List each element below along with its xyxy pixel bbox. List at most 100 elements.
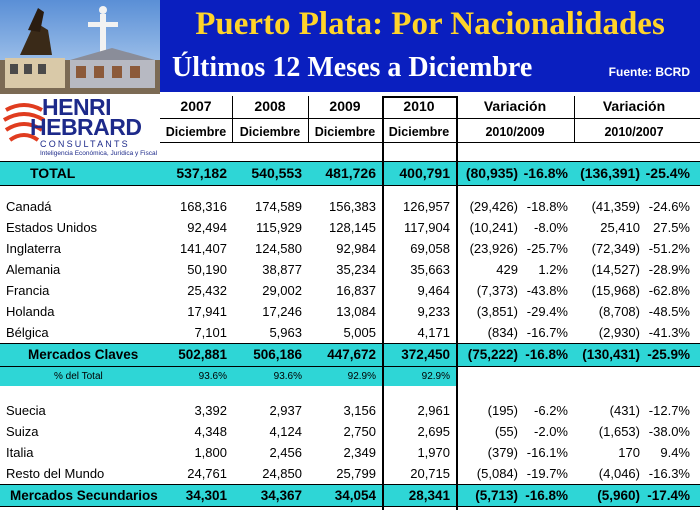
col-header-2008: 2008	[254, 98, 286, 114]
cell-value: 156,383	[329, 199, 376, 214]
row-label: Estados Unidos	[6, 220, 98, 235]
puerto-plata-photo	[0, 0, 160, 94]
cell-value: 4,348	[194, 424, 227, 439]
cell-value: 400,791	[399, 165, 450, 181]
cell-value: -16.8%	[525, 347, 568, 362]
row-label: Holanda	[6, 304, 55, 319]
cell-value: (4,046)	[598, 466, 640, 481]
pct-total-band	[0, 366, 456, 386]
col-header-var2: Variación	[602, 98, 666, 114]
cell-value: 540,553	[251, 165, 302, 181]
cell-value: (55)	[494, 424, 518, 439]
cell-value: (5,084)	[476, 466, 518, 481]
cell-value: 9.4%	[660, 445, 690, 460]
cell-value: 170	[618, 445, 640, 460]
col-header-var1: Variación	[483, 98, 547, 114]
cell-value: 4,171	[417, 325, 450, 340]
cell-value: -28.9%	[648, 262, 690, 277]
cell-value: (80,935)	[465, 165, 518, 181]
cell-value: 117,904	[403, 220, 450, 235]
cell-value: 2,750	[343, 424, 376, 439]
cell-value: -12.7%	[648, 403, 690, 418]
table-row: Canadá 168,316 174,589 156,383 126,957 (29,42…	[0, 196, 700, 217]
cell-value: 28,341	[408, 488, 450, 503]
cell-value: 93.6%	[273, 371, 302, 382]
cell-value: (379)	[487, 445, 518, 460]
cell-value: -16.1%	[526, 445, 568, 460]
table-row: Inglaterra 141,407 124,580 92,984 69,058 (23,…	[0, 238, 700, 259]
henri-hebrard-logo: HENRI HEBRARD CONSULTANTS Inteligencia E…	[0, 94, 160, 160]
cell-value: 69,058	[410, 241, 450, 256]
cell-value: -16.8%	[525, 488, 568, 503]
cell-value: 4,124	[269, 424, 302, 439]
cell-value: (29,426)	[469, 199, 518, 214]
cell-value: -38.0%	[648, 424, 690, 439]
cell-value: (72,349)	[591, 241, 640, 256]
cell-value: 25,432	[187, 283, 227, 298]
table-row: Mercados Secundarios 34,301 34,367 34,054 28…	[0, 485, 700, 506]
row-label: Canadá	[6, 199, 52, 214]
cell-value: (3,851)	[476, 304, 518, 319]
cell-value: 25,799	[336, 466, 376, 481]
row-label: Suecia	[6, 403, 46, 418]
cell-value: (41,359)	[591, 199, 640, 214]
total-band	[0, 161, 700, 185]
mercados-secundarios-band	[0, 484, 700, 506]
cell-value: -51.2%	[648, 241, 690, 256]
cell-value: 2,695	[417, 424, 450, 439]
cell-value: 27.5%	[653, 220, 690, 235]
title-banner	[160, 0, 700, 92]
cell-value: -25.4%	[645, 165, 690, 181]
cell-value: (130,431)	[582, 347, 640, 362]
table-row: Suecia 3,392 2,937 3,156 2,961 (195) -6.2% (431…	[0, 400, 700, 421]
cell-value: -16.3%	[648, 466, 690, 481]
cell-value: -24.6%	[648, 199, 690, 214]
cell-value: 34,054	[334, 488, 376, 503]
cell-value: 115,929	[255, 220, 302, 235]
cell-value: 1,800	[194, 445, 227, 460]
cell-value: 92.9%	[347, 371, 376, 382]
col-sub-var2: 2010/2007	[604, 125, 664, 139]
row-label: Bélgica	[6, 325, 49, 340]
cell-value: 17,941	[187, 304, 227, 319]
cell-value: (1,653)	[598, 424, 640, 439]
cell-value: 126,957	[403, 199, 450, 214]
source-note: Fuente: BCRD	[608, 65, 690, 79]
row-label: Mercados Claves	[28, 347, 139, 362]
row-label: Mercados Secundarios	[10, 488, 158, 503]
col-sub-2008: Diciembre	[239, 125, 301, 139]
cell-value: 1.2%	[538, 262, 568, 277]
cell-value: (5,960)	[597, 488, 640, 503]
cell-value: 92,984	[336, 241, 376, 256]
cell-value: 50,190	[187, 262, 227, 277]
cell-value: -17.4%	[647, 488, 690, 503]
cell-value: 20,715	[410, 466, 450, 481]
cell-value: 17,246	[262, 304, 302, 319]
cell-value: (7,373)	[476, 283, 518, 298]
cell-value: (136,391)	[580, 165, 640, 181]
cell-value: 124,580	[255, 241, 302, 256]
cell-value: 9,464	[417, 283, 450, 298]
row-label: Italia	[6, 445, 34, 460]
col-sub-2010: Diciembre	[388, 125, 450, 139]
table-row: Holanda 17,941 17,246 13,084 9,233 (3,851) -29…	[0, 301, 700, 322]
table-row: Bélgica 7,101 5,963 5,005 4,171 (834) -16.7% (2…	[0, 322, 700, 343]
cell-value: 92.9%	[421, 371, 450, 382]
cell-value: -6.2%	[534, 403, 568, 418]
cell-value: (75,222)	[467, 347, 518, 362]
row-label: Resto del Mundo	[6, 466, 105, 481]
col-sub-2009: Diciembre	[314, 125, 376, 139]
col-header-2009: 2009	[329, 98, 361, 114]
cell-value: 537,182	[176, 165, 227, 181]
cell-value: (834)	[487, 325, 518, 340]
table-row: Alemania 50,190 38,877 35,234 35,663 429 1.2% (…	[0, 259, 700, 280]
cell-value: 2,937	[269, 403, 302, 418]
cell-value: 34,367	[260, 488, 302, 503]
cell-value: 7,101	[194, 325, 227, 340]
cell-value: 502,881	[178, 347, 227, 362]
cell-value: -43.8%	[526, 283, 568, 298]
cell-value: 34,301	[185, 488, 227, 503]
table-row: Resto del Mundo 24,761 24,850 25,799 20,715 (…	[0, 463, 700, 484]
cell-value: (5,713)	[475, 488, 518, 503]
cell-value: 447,672	[327, 347, 376, 362]
